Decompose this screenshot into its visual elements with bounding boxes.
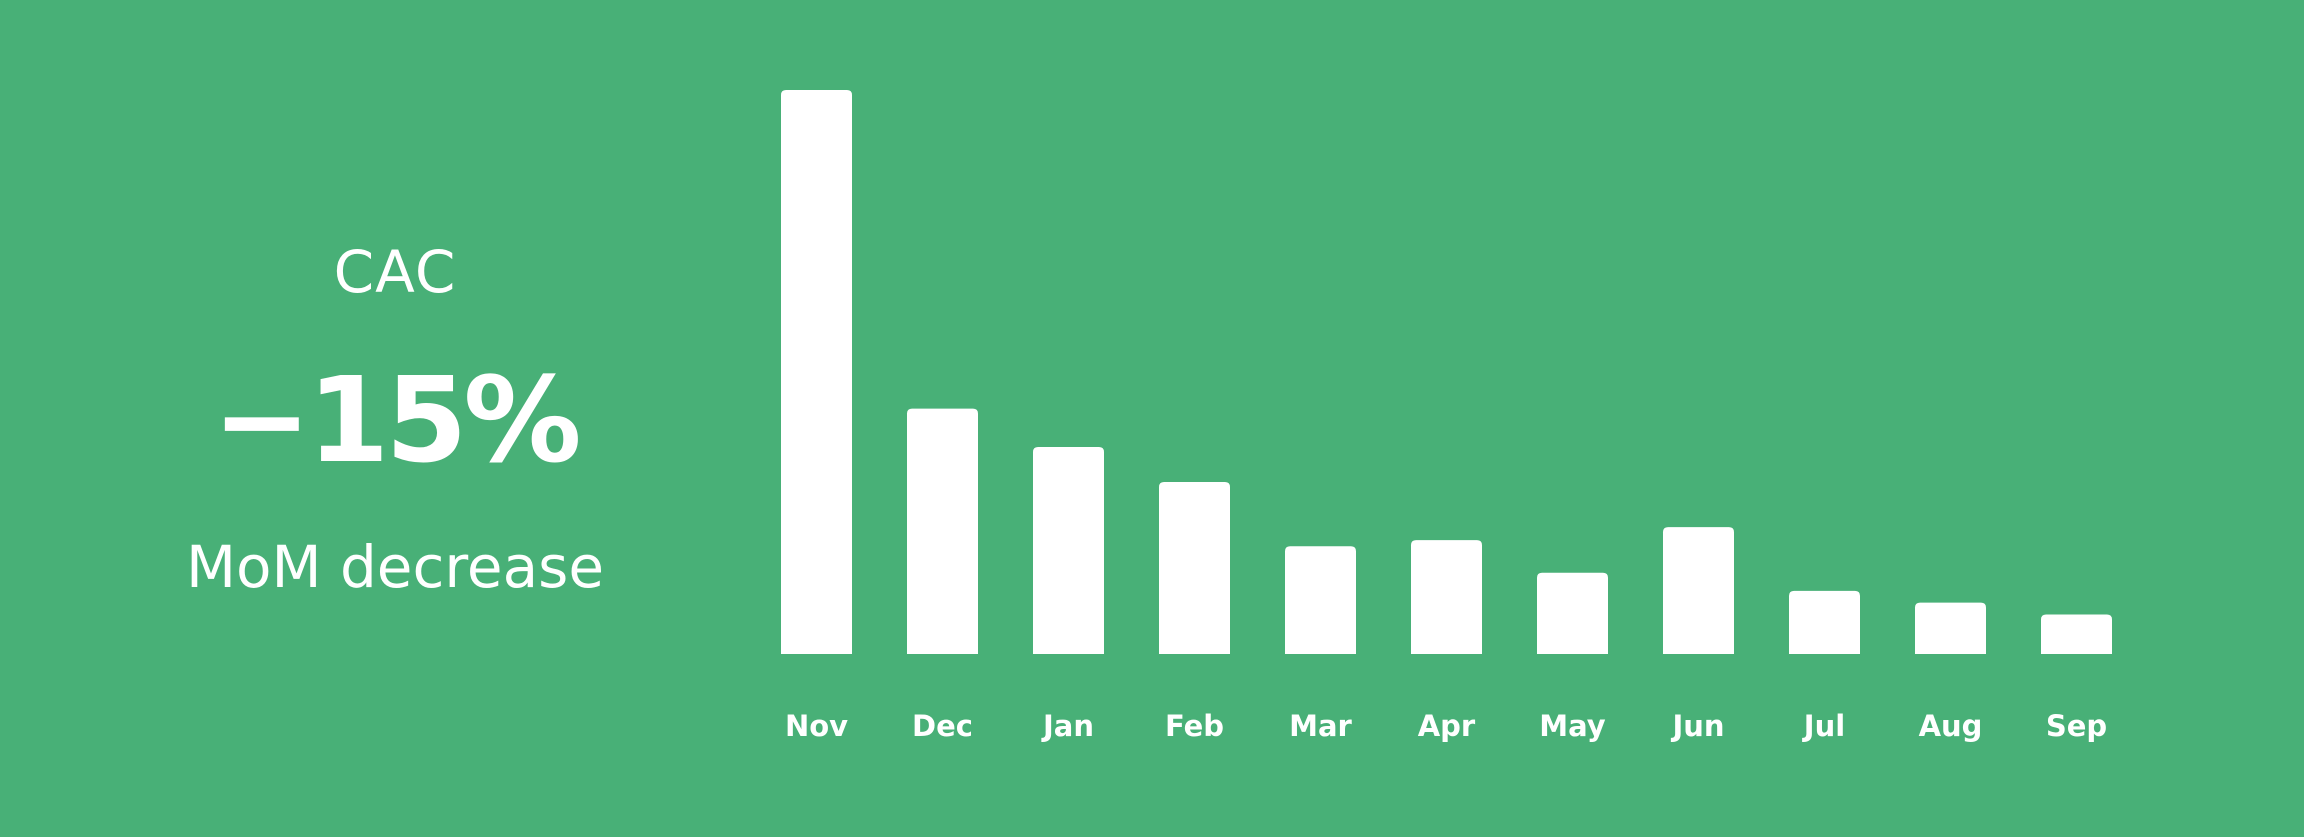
- kpi-metric-label: CAC: [333, 238, 457, 306]
- bars-layer: [781, 90, 2112, 654]
- category-label-jun: Jun: [1670, 709, 1724, 743]
- bar-apr: [1411, 540, 1482, 654]
- category-label-feb: Feb: [1165, 709, 1224, 743]
- category-label-sep: Sep: [2046, 709, 2107, 743]
- category-label-jul: Jul: [1802, 709, 1845, 743]
- category-label-aug: Aug: [1919, 709, 1983, 743]
- kpi-value: −15%: [212, 351, 581, 489]
- category-label-nov: Nov: [785, 709, 848, 743]
- bar-sep: [2041, 614, 2112, 654]
- bar-feb: [1159, 481, 1230, 654]
- bar-may: [1537, 572, 1608, 654]
- category-label-may: May: [1539, 709, 1606, 743]
- kpi-caption: MoM decrease: [185, 533, 605, 601]
- category-label-apr: Apr: [1418, 709, 1476, 743]
- category-label-jan: Jan: [1041, 709, 1094, 743]
- bar-jun: [1663, 527, 1734, 654]
- kpi-panel: CAC −15% MoM decrease: [0, 0, 790, 837]
- bar-jan: [1033, 447, 1104, 654]
- bar-dec: [907, 408, 978, 654]
- bar-nov: [781, 90, 852, 654]
- bar-aug: [1915, 602, 1986, 654]
- bar-jul: [1789, 590, 1860, 654]
- category-labels: Nov Dec Jan Feb Mar Apr May Jun Jul Aug Sep: [785, 709, 2107, 743]
- category-label-mar: Mar: [1289, 709, 1352, 743]
- category-label-dec: Dec: [912, 709, 973, 743]
- bar-mar: [1285, 546, 1356, 654]
